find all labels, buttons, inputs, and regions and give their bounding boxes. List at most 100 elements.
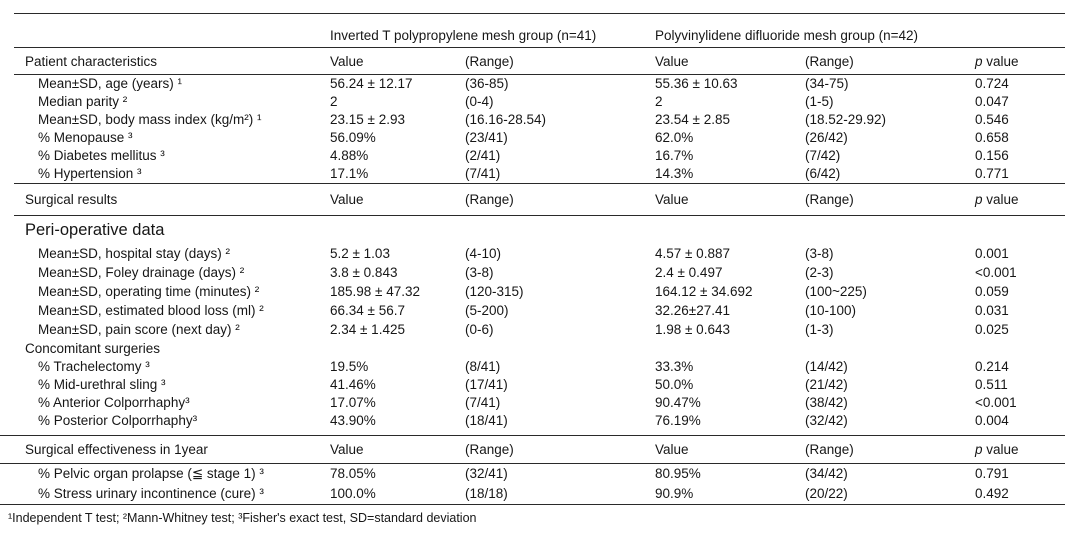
col-header-range: (Range): [805, 192, 854, 207]
range-cell: (18/18): [465, 486, 508, 501]
table-row-parity: Median parity ² 2 (0-4) 2 (1-5) 0.047: [14, 93, 1065, 111]
value-cell: 5.2 ± 1.03: [330, 246, 390, 261]
value-cell: 76.19%: [655, 413, 701, 428]
row-label: Mean±SD, body mass index (kg/m²) ¹: [38, 112, 262, 127]
row-label: % Mid-urethral sling ³: [38, 377, 166, 392]
range-cell: (120-315): [465, 284, 524, 299]
table-row-foley-drainage: Mean±SD, Foley drainage (days) ² 3.8 ± 0…: [14, 263, 1065, 282]
p-value-cell: 0.156: [975, 148, 1009, 163]
value-cell: 3.8 ± 0.843: [330, 265, 398, 280]
value-cell: 23.54 ± 2.85: [655, 112, 730, 127]
p-value-cell: 0.025: [975, 322, 1009, 337]
range-cell: (34/42): [805, 466, 848, 481]
col-header-value: Value: [655, 442, 689, 457]
range-cell: (3-8): [805, 246, 834, 261]
value-cell: 78.05%: [330, 466, 376, 481]
rule-top: [14, 13, 1065, 14]
p-value-cell: 0.492: [975, 486, 1009, 501]
row-label: % Pelvic organ prolapse (≦ stage 1) ³: [38, 466, 264, 481]
subsection-title-row-concomitant: Concomitant surgeries: [14, 339, 1065, 358]
footnote: ¹Independent T test; ²Mann-Whitney test;…: [8, 511, 477, 525]
value-cell: 62.0%: [655, 130, 694, 145]
range-cell: (4-10): [465, 246, 502, 261]
value-cell: 32.26±27.41: [655, 303, 730, 318]
p-value-cell: 0.546: [975, 112, 1009, 127]
row-label: Mean±SD, estimated blood loss (ml) ²: [38, 303, 264, 318]
row-label: Mean±SD, pain score (next day) ²: [38, 322, 240, 337]
range-cell: (3-8): [465, 265, 494, 280]
table-row-posterior-colporrhaphy: % Posterior Colporrhaphy³ 43.90% (18/41)…: [14, 412, 1065, 430]
table-row-pelvic-organ-prolapse: % Pelvic organ prolapse (≦ stage 1) ³ 78…: [14, 464, 1065, 484]
row-label: % Posterior Colporrhaphy³: [38, 413, 198, 428]
table-row-trachelectomy: % Trachelectomy ³ 19.5% (8/41) 33.3% (14…: [14, 358, 1065, 376]
value-cell: 4.88%: [330, 148, 369, 163]
range-cell: (1-3): [805, 322, 834, 337]
range-cell: (16.16-28.54): [465, 112, 547, 127]
table-row-bmi: Mean±SD, body mass index (kg/m²) ¹ 23.15…: [14, 111, 1065, 129]
value-cell: 41.46%: [330, 377, 376, 392]
range-cell: (20/22): [805, 486, 848, 501]
p-value-cell: 0.214: [975, 359, 1009, 374]
table: Inverted T polypropylene mesh group (n=4…: [0, 0, 1065, 505]
col-header-range: (Range): [465, 53, 514, 69]
row-label: Mean±SD, age (years) ¹: [38, 76, 182, 91]
value-cell: 17.07%: [330, 395, 376, 410]
p-value-cell: 0.511: [975, 377, 1008, 392]
col-header-range: (Range): [805, 442, 854, 457]
range-cell: (36-85): [465, 76, 509, 91]
range-cell: (32/42): [805, 413, 848, 428]
table-row-midurethral-sling: % Mid-urethral sling ³ 41.46% (17/41) 50…: [14, 376, 1065, 394]
value-cell: 50.0%: [655, 377, 694, 392]
range-cell: (1-5): [805, 94, 834, 109]
value-cell: 80.95%: [655, 466, 701, 481]
row-label: % Trachelectomy ³: [38, 359, 150, 374]
p-value-cell: 0.791: [975, 466, 1009, 481]
col-header-p-value: p value: [975, 54, 1065, 69]
p-value-cell: 0.001: [975, 246, 1009, 261]
range-cell: (7/41): [465, 166, 501, 181]
rule-under-header-2: [14, 215, 1065, 216]
group-header-row: Inverted T polypropylene mesh group (n=4…: [14, 14, 1065, 47]
p-symbol: p: [975, 53, 983, 69]
range-cell: (32/41): [465, 466, 508, 481]
col-header-p-value: p value: [975, 442, 1065, 457]
subsection-title: Concomitant surgeries: [25, 341, 161, 356]
range-cell: (21/42): [805, 377, 848, 392]
p-symbol: p: [975, 442, 983, 457]
range-cell: (26/42): [805, 130, 848, 145]
rule-under-header-1: [14, 74, 1065, 75]
value-cell: 16.7%: [655, 148, 694, 163]
rule-under-header-3: [0, 463, 1065, 464]
p-value-cell: 0.771: [975, 166, 1009, 181]
value-cell: 1.98 ± 0.643: [655, 322, 730, 337]
table-row-pain-score: Mean±SD, pain score (next day) ² 2.34 ± …: [14, 320, 1065, 339]
p-word: value: [982, 192, 1019, 207]
row-label: Mean±SD, Foley drainage (days) ²: [38, 265, 245, 280]
rule-under-section-2: [0, 435, 1065, 436]
col-header-range: (Range): [465, 192, 514, 207]
col-header-range: (Range): [805, 53, 854, 69]
value-cell: 66.34 ± 56.7: [330, 303, 405, 318]
value-cell: 90.9%: [655, 486, 694, 501]
p-value-cell: <0.001: [975, 395, 1017, 410]
value-cell: 2: [655, 94, 663, 109]
p-symbol: p: [975, 192, 983, 207]
value-cell: 33.3%: [655, 359, 694, 374]
table-row-menopause: % Menopause ³ 56.09% (23/41) 62.0% (26/4…: [14, 129, 1065, 147]
rule-under-groups: [14, 47, 1065, 48]
range-cell: (5-200): [465, 303, 509, 318]
range-cell: (34-75): [805, 76, 849, 91]
value-cell: 56.24 ± 12.17: [330, 76, 413, 91]
col-header-value: Value: [330, 192, 364, 207]
value-cell: 2.34 ± 1.425: [330, 322, 405, 337]
value-cell: 23.15 ± 2.93: [330, 112, 405, 127]
rule-under-section-1: [14, 183, 1065, 184]
table-row-anterior-colporrhaphy: % Anterior Colporrhaphy³ 17.07% (7/41) 9…: [14, 394, 1065, 412]
col-header-value: Value: [330, 442, 364, 457]
p-value-cell: 0.031: [975, 303, 1009, 318]
range-cell: (10-100): [805, 303, 857, 318]
col-header-range: (Range): [465, 442, 514, 457]
p-value-cell: 0.658: [975, 130, 1009, 145]
range-cell: (6/42): [805, 166, 841, 181]
